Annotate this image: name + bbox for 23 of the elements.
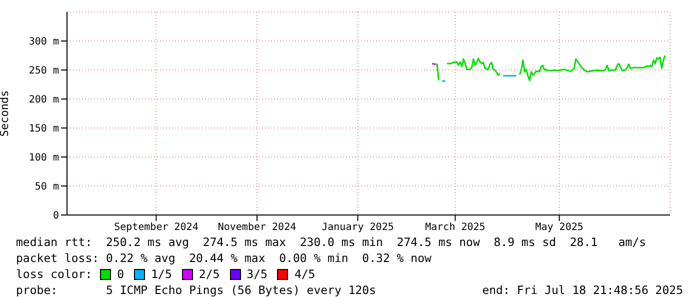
legend-label: 3/5	[246, 266, 268, 282]
legend-label: 2/5	[198, 266, 220, 282]
legend-label: 1/5	[151, 266, 172, 282]
x-tick-label: September 2024	[114, 222, 198, 234]
x-tick-label: May 2025	[535, 222, 584, 234]
y-tick-label: 200 m	[28, 94, 59, 106]
y-axis-title: Seconds	[0, 90, 11, 137]
text: packet loss: 0.22 % avg 20.44 % max 0.00 % min 0.32 % now	[16, 250, 432, 266]
y-tick-label: 50 m	[34, 182, 59, 193]
y-tick-label: 0	[52, 210, 59, 222]
y-tick-label: 250 m	[28, 66, 59, 77]
x-tick-label: November 2024	[218, 222, 296, 234]
y-tick-label: 100 m	[28, 152, 59, 164]
x-tick-label: January 2025	[322, 222, 394, 234]
y-tick-label: 300 m	[28, 36, 59, 48]
legend-title: loss color:	[16, 266, 92, 282]
legend-label: 0	[117, 266, 124, 282]
legend-label: 4/5	[294, 266, 316, 282]
text: median rtt: 250.2 ms avg 274.5 ms max 230.0 ms min 274.5 ms now 8.9 ms sd 28.1 am/s	[16, 234, 648, 250]
y-tick-label: 150 m	[28, 124, 59, 135]
text: probe: 5 ICMP Echo Pings (56 Bytes) every 120s	[16, 282, 376, 297]
text: end: Fri Jul 18 21:48:56 2025	[482, 282, 683, 297]
x-tick-label: March 2025	[425, 222, 486, 234]
